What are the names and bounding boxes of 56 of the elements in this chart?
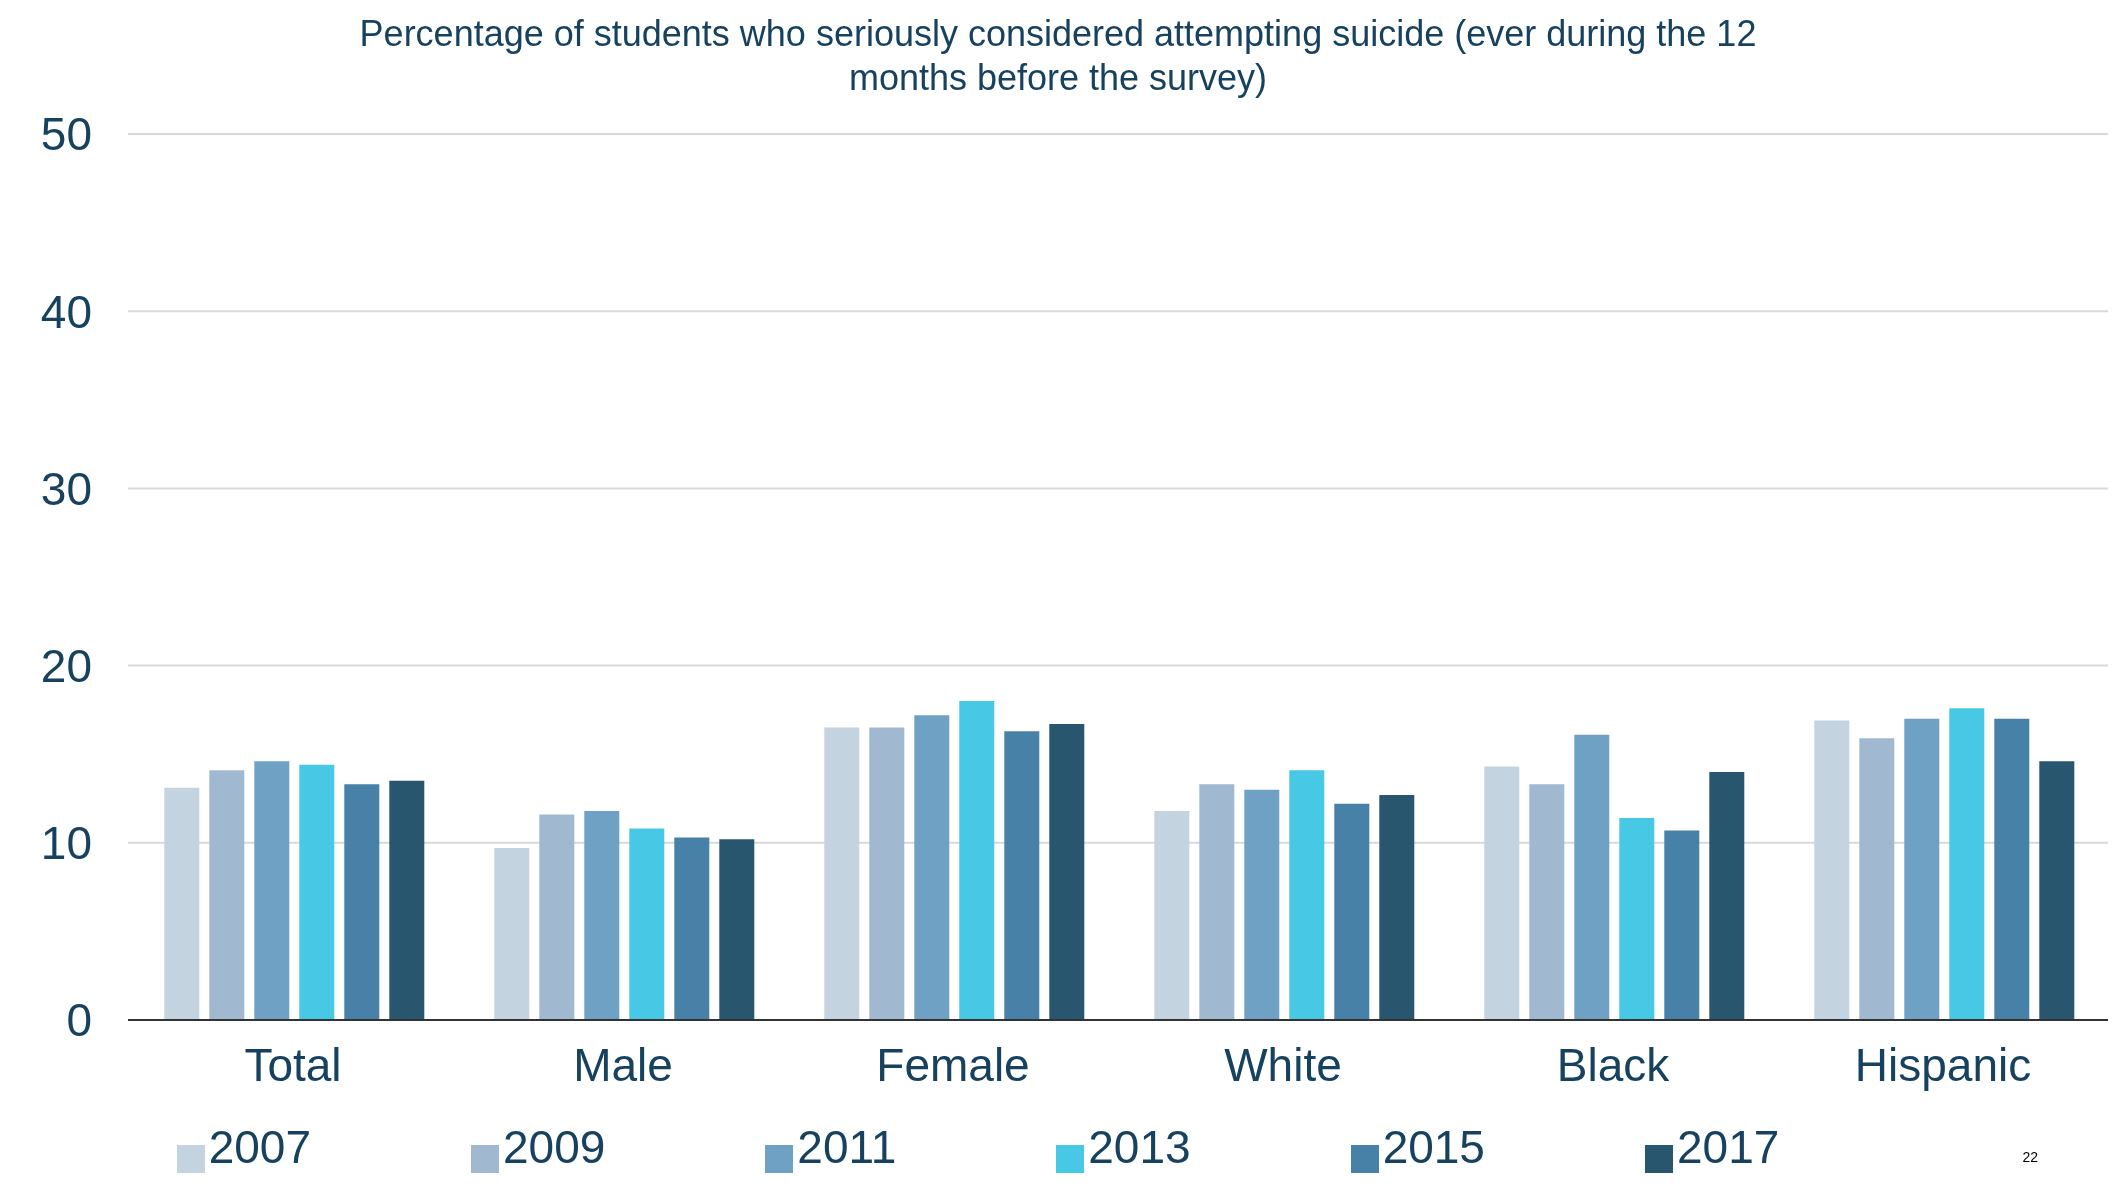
bar: [1049, 724, 1085, 1020]
bar: [824, 727, 860, 1020]
legend-label: 2017: [1676, 1121, 1780, 1173]
x-tick-label: White: [1224, 1038, 1342, 1091]
y-tick-label: 40: [40, 285, 92, 338]
chart-title: Percentage of students who seriously considered attempting suicide (ever during the 12 months before the survey): [358, 12, 1758, 100]
x-tick-label: Black: [1556, 1038, 1671, 1091]
y-tick-label: 10: [40, 817, 92, 870]
bar: [1379, 794, 1415, 1020]
bar: [344, 784, 380, 1020]
legend-label: 2011: [797, 1121, 897, 1173]
legend-label: 2009: [503, 1121, 606, 1173]
bar: [719, 839, 755, 1020]
bar: [1244, 789, 1280, 1020]
y-tick-label: 30: [40, 462, 92, 515]
bar: [629, 828, 665, 1020]
bar: [1664, 830, 1700, 1020]
bar: [2039, 761, 2075, 1020]
bar: [584, 810, 620, 1020]
bar: [1619, 817, 1655, 1020]
x-tick-label: Female: [876, 1038, 1030, 1091]
x-tick-label: Total: [244, 1038, 342, 1091]
bar: [1004, 731, 1040, 1020]
bar: [1814, 720, 1850, 1020]
bar: [1529, 784, 1565, 1020]
bar: [1709, 771, 1745, 1020]
y-tick-label: 50: [40, 108, 92, 161]
bar: [209, 770, 245, 1020]
bar: [1949, 708, 1985, 1020]
bar: [674, 837, 710, 1020]
bar: [1334, 803, 1370, 1020]
bar: [914, 715, 950, 1020]
bar: [1199, 784, 1235, 1020]
bar: [494, 848, 530, 1020]
bar: [389, 780, 425, 1020]
bar: [869, 727, 905, 1020]
x-tick-label: Male: [573, 1038, 673, 1091]
bar: [1994, 718, 2030, 1020]
bar: [1904, 718, 1940, 1020]
text: 22: [2022, 1149, 2038, 1165]
bar: [539, 814, 575, 1020]
bar: [1574, 734, 1610, 1020]
bar: [1289, 770, 1325, 1020]
legend-label: 2013: [1088, 1121, 1191, 1173]
bar: [959, 701, 995, 1020]
y-tick-label: 20: [40, 639, 92, 692]
bar: [299, 764, 335, 1020]
bar: [254, 761, 290, 1020]
bar: [1484, 766, 1520, 1020]
bar: [1154, 810, 1190, 1020]
bar: [164, 787, 200, 1020]
legend-label: 2015: [1382, 1121, 1485, 1173]
bar: [1859, 738, 1895, 1020]
legend-label: 2007: [208, 1121, 312, 1173]
y-tick-label: 0: [66, 994, 92, 1047]
x-tick-label: Hispanic: [1854, 1038, 2032, 1091]
